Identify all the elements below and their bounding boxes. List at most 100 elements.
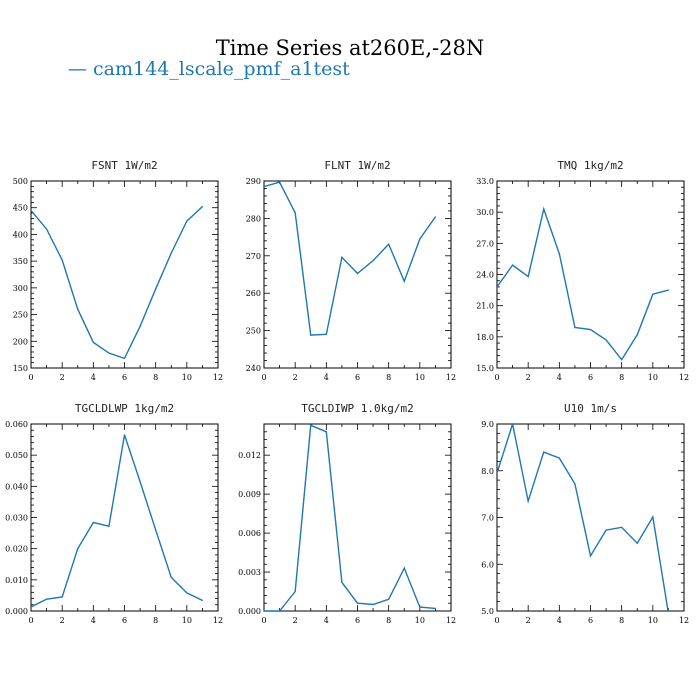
data-point	[652, 293, 654, 295]
data-point	[310, 424, 312, 426]
data-point	[356, 602, 359, 604]
data-point	[294, 212, 296, 214]
page-title: Time Series at260E,-28N	[215, 36, 485, 60]
plot-frame	[496, 423, 685, 612]
y-tick-label: 0.003	[238, 568, 261, 577]
x-tick-label: 10	[182, 373, 192, 382]
chart-title: FLNT 1W/m2	[324, 159, 390, 172]
x-tick-label: 0	[261, 616, 266, 625]
y-tick-label: 7.0	[481, 514, 494, 523]
series-line	[31, 434, 203, 608]
data-point	[636, 542, 638, 544]
data-point	[294, 590, 296, 593]
y-tick-label: 18.0	[476, 333, 494, 342]
legend-entry: — cam144_lscale_pmf_a1test	[68, 58, 350, 80]
chart-panel-4: TGCLDIWP 1.0kg/m2 0 2 4 6 8 10 12 0.000 0.003 0.00…	[238, 402, 456, 625]
x-tick-label: 0	[494, 616, 499, 625]
x-tick-label: 12	[446, 373, 456, 382]
y-tick-label: 0.000	[238, 607, 261, 616]
y-tick-label: 30.0	[476, 208, 494, 217]
chart-title: U10 1m/s	[564, 402, 617, 415]
x-tick-label: 4	[324, 616, 329, 625]
data-point	[372, 260, 374, 262]
data-point	[108, 525, 110, 527]
data-point	[621, 359, 623, 361]
data-point	[403, 567, 405, 569]
x-tick-label: 10	[182, 616, 192, 625]
data-point	[31, 209, 32, 211]
x-tick-label: 12	[213, 373, 223, 382]
chart-title: TMQ 1kg/m2	[557, 159, 623, 172]
y-tick-label: 280	[246, 214, 261, 223]
data-point	[201, 599, 204, 602]
y-tick-label: 5.0	[481, 607, 494, 616]
data-point	[77, 308, 79, 310]
chart-panel-2: TMQ 1kg/m2 0 2 4 6 8 10 12 15.0 18.0 21.0 24.0 27.0 3…	[476, 159, 689, 382]
plot-frame	[30, 423, 219, 612]
data-point	[356, 272, 359, 274]
x-tick-label: 2	[526, 616, 531, 625]
y-tick-label: 8.0	[481, 467, 494, 476]
plot-frame	[30, 180, 219, 369]
y-tick-label: 200	[13, 337, 28, 346]
chart-panel-3: TGCLDLWP 1kg/m2 0 2 4 6 8 10 12 0.000 0.010 0.020 0…	[5, 402, 223, 625]
data-point	[511, 424, 514, 425]
data-point	[372, 603, 374, 606]
data-point	[558, 253, 560, 255]
x-tick-label: 8	[386, 373, 391, 382]
x-tick-label: 2	[293, 373, 298, 382]
data-point	[61, 596, 63, 598]
data-point	[325, 333, 327, 335]
data-point	[419, 238, 421, 240]
x-tick-label: 0	[494, 373, 499, 382]
y-tick-label: 0.030	[5, 514, 28, 523]
data-point	[61, 259, 63, 261]
chart-title: TGCLDLWP 1kg/m2	[75, 402, 174, 415]
data-point	[186, 220, 188, 222]
x-tick-label: 4	[557, 373, 562, 382]
data-point	[77, 548, 79, 550]
series-line	[264, 181, 436, 336]
x-tick-label: 4	[557, 616, 562, 625]
x-tick-label: 10	[648, 373, 658, 382]
y-tick-label: 33.0	[476, 177, 494, 186]
x-tick-label: 8	[153, 373, 158, 382]
data-point	[170, 576, 172, 578]
data-point	[264, 610, 265, 611]
data-point	[605, 339, 607, 341]
x-tick-label: 2	[526, 373, 531, 382]
x-tick-label: 8	[153, 616, 158, 625]
y-tick-label: 9.0	[481, 420, 494, 429]
data-point	[278, 181, 281, 183]
data-point	[155, 288, 157, 290]
data-point	[92, 521, 94, 524]
x-tick-label: 4	[91, 373, 96, 382]
data-point	[186, 592, 188, 594]
x-tick-label: 12	[213, 616, 223, 625]
data-point	[403, 280, 405, 282]
data-point	[668, 613, 669, 614]
data-point	[108, 352, 110, 354]
data-point	[264, 186, 265, 188]
x-tick-label: 10	[648, 616, 658, 625]
data-point	[341, 256, 343, 258]
data-point	[170, 252, 172, 254]
data-point	[434, 607, 437, 610]
y-tick-label: 21.0	[476, 302, 494, 311]
data-point	[325, 431, 327, 433]
data-point	[636, 334, 638, 336]
x-tick-label: 6	[122, 373, 127, 382]
y-tick-label: 260	[246, 289, 261, 298]
data-point	[155, 529, 157, 531]
series-line	[497, 424, 669, 611]
y-tick-label: 0.009	[238, 490, 261, 499]
chart-panel-1: FLNT 1W/m2 0 2 4 6 8 10 12 240 250 260 270 280 290	[246, 159, 456, 382]
data-point	[123, 357, 126, 359]
x-tick-label: 0	[28, 616, 33, 625]
chart-title: TGCLDIWP 1.0kg/m2	[301, 402, 414, 415]
x-tick-label: 6	[355, 373, 360, 382]
x-tick-label: 4	[91, 616, 96, 625]
x-tick-label: 4	[324, 373, 329, 382]
x-tick-label: 10	[415, 616, 425, 625]
